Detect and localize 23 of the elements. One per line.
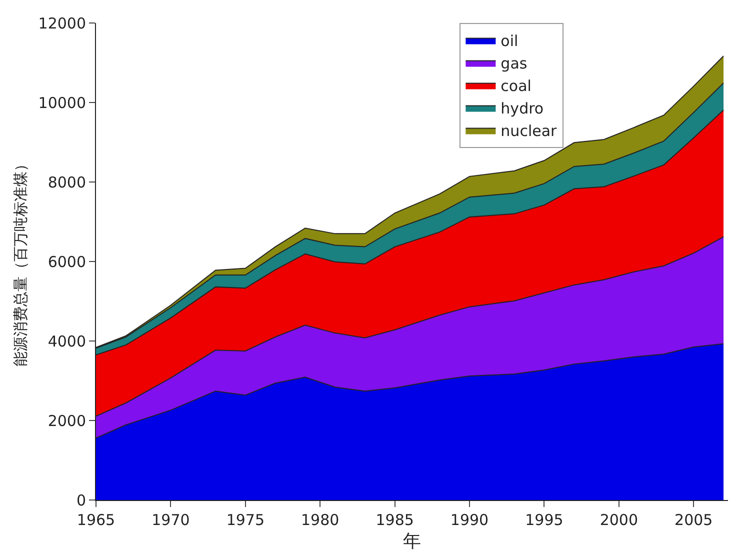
legend-label: coal	[500, 77, 532, 96]
legend-label: nuclear	[500, 122, 558, 140]
x-tick-label: 1970	[152, 511, 190, 529]
legend-label: oil	[500, 32, 518, 50]
y-tick-label: 2000	[48, 412, 86, 430]
x-tick-label: 1990	[450, 511, 489, 529]
x-tick-label: 1965	[76, 511, 116, 529]
legend-label: hydro	[500, 100, 544, 118]
x-tick-label: 1995	[525, 511, 564, 529]
x-tick-label: 2000	[600, 511, 638, 529]
x-tick-label: 2005	[674, 511, 713, 529]
y-tick-label: 4000	[48, 332, 86, 350]
x-axis-title: 年	[403, 531, 421, 552]
x-tick-label: 1975	[226, 511, 265, 529]
x-tick-label: 1985	[376, 511, 414, 529]
y-tick-label: 6000	[48, 252, 86, 271]
legend-label: gas	[500, 54, 528, 73]
y-tick-label: 8000	[48, 173, 86, 192]
y-tick-label: 0	[76, 491, 86, 510]
x-tick-label: 1980	[301, 511, 340, 529]
y-tick-label: 10000	[38, 94, 86, 112]
y-axis-title: 能源消费总量（百万吨标准煤）	[12, 156, 30, 366]
y-tick-label: 12000	[38, 14, 86, 32]
